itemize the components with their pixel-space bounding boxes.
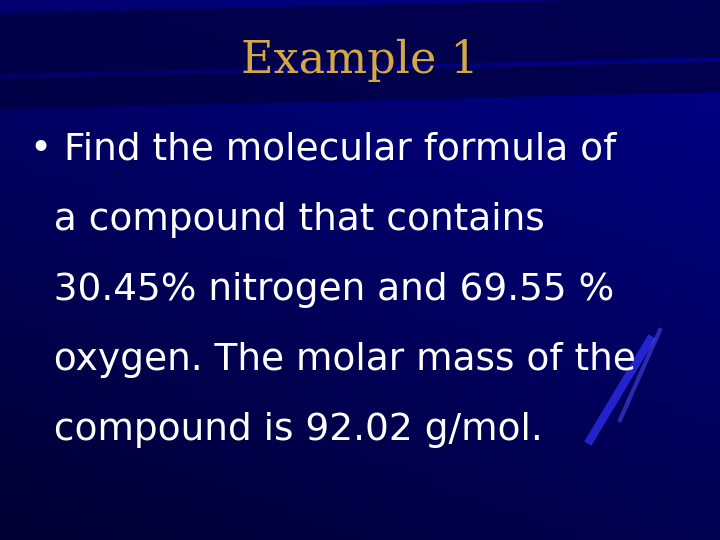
Text: oxygen. The molar mass of the: oxygen. The molar mass of the: [30, 342, 636, 378]
Text: • Find the molecular formula of: • Find the molecular formula of: [30, 132, 616, 168]
Text: a compound that contains: a compound that contains: [30, 202, 545, 238]
Text: Example 1: Example 1: [241, 38, 479, 82]
Text: compound is 92.02 g/mol.: compound is 92.02 g/mol.: [30, 412, 543, 448]
Text: 30.45% nitrogen and 69.55 %: 30.45% nitrogen and 69.55 %: [30, 272, 614, 308]
